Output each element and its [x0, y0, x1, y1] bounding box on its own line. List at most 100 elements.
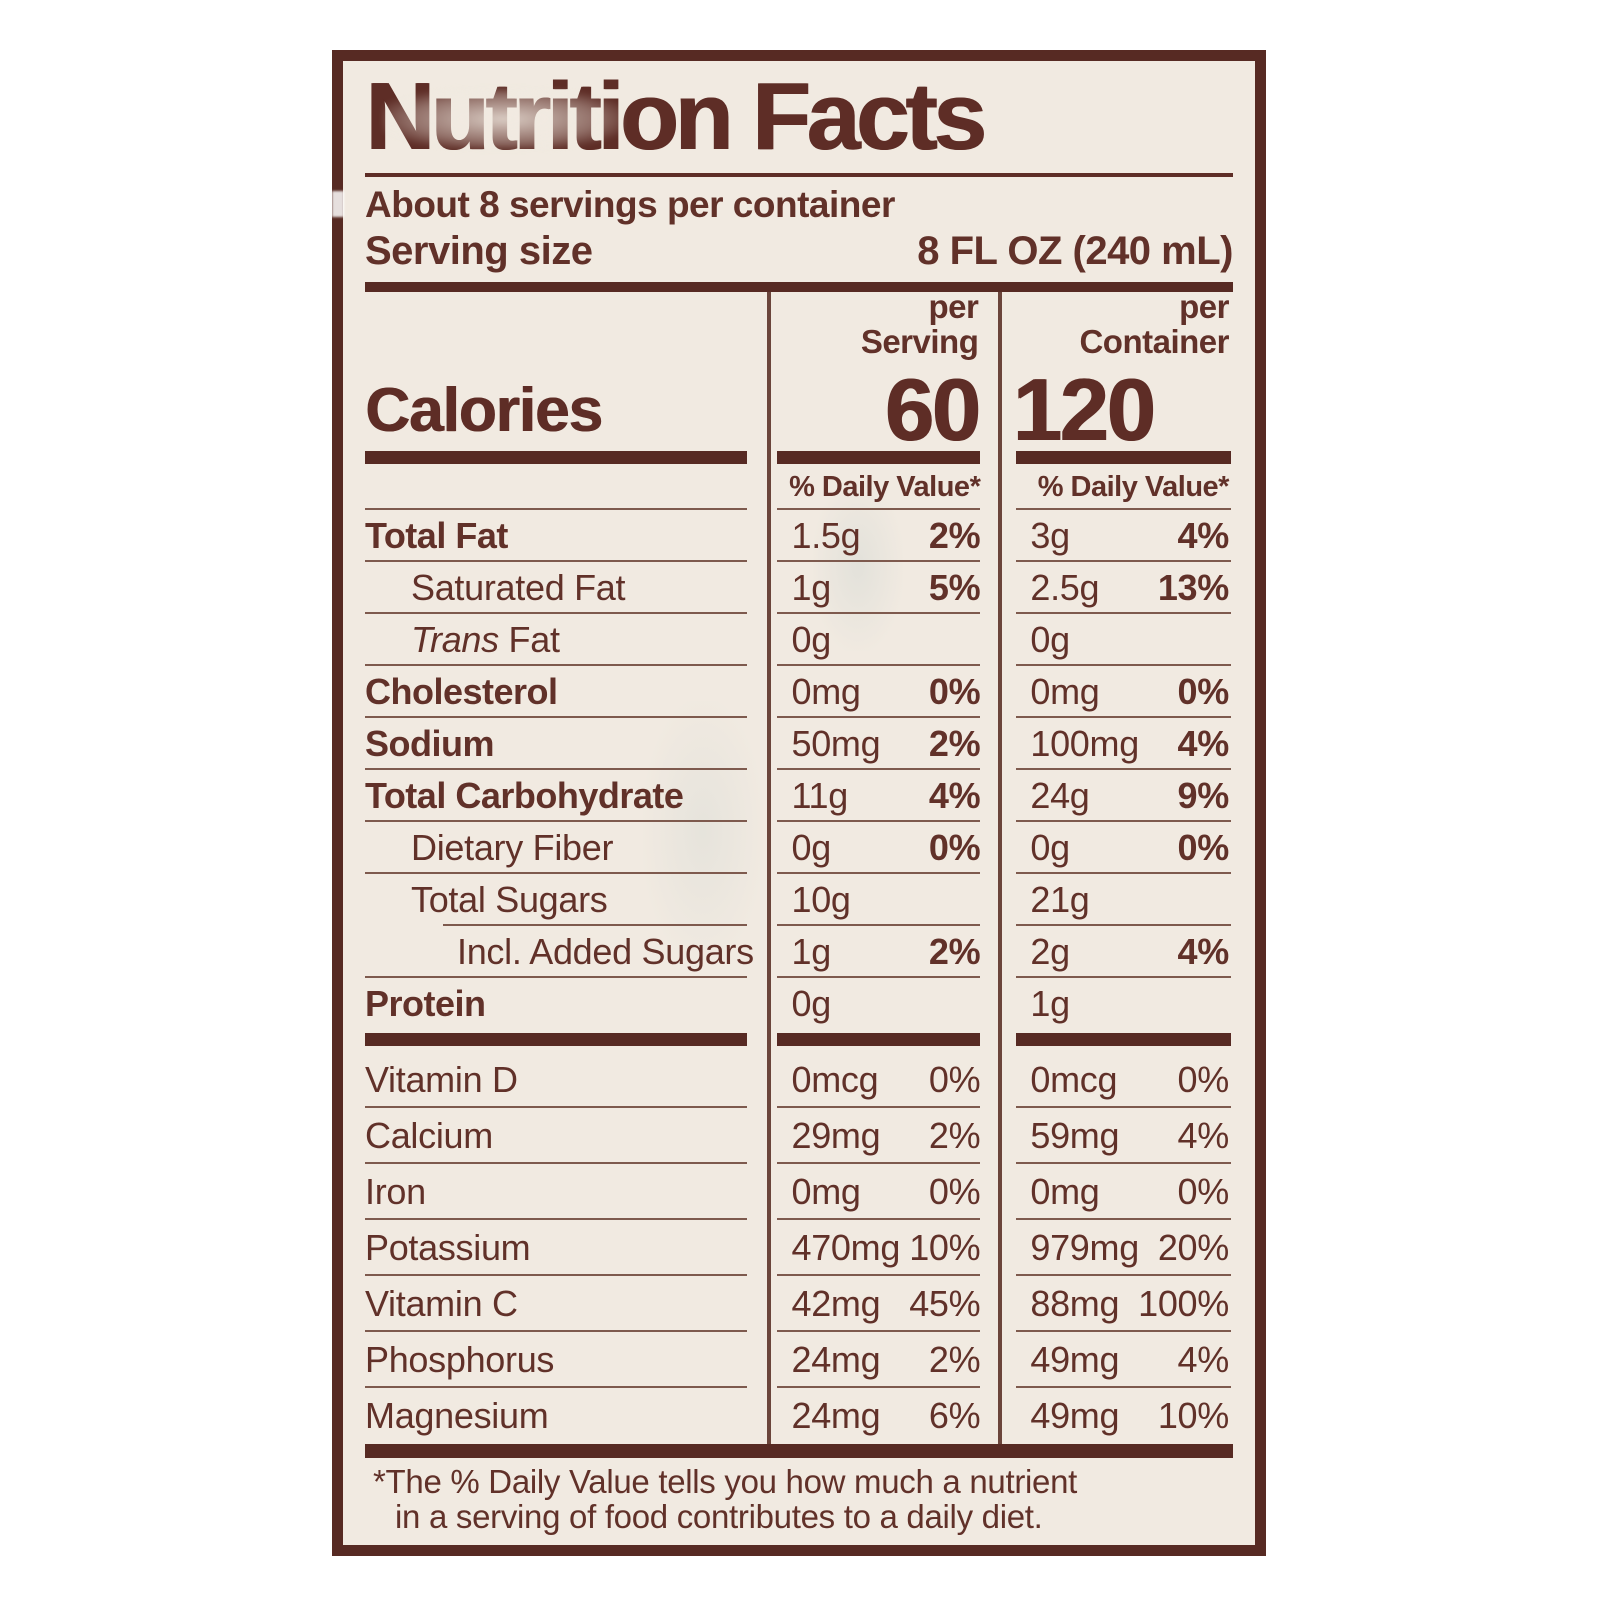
amount-value: 100mg — [1030, 723, 1139, 764]
daily-value-percent: 4% — [1177, 515, 1230, 556]
daily-value-percent: 2% — [928, 1115, 981, 1156]
daily-value-percent: 45% — [909, 1283, 981, 1324]
daily-value-percent: 4% — [928, 775, 981, 816]
nutrient-name: Protein — [365, 983, 486, 1024]
serving-value-cell: 470mg 10% — [769, 1220, 1000, 1276]
amount-value: 1.5g — [791, 515, 861, 556]
per-container-line2: Container — [1079, 323, 1229, 361]
calories-per-serving: 60 — [884, 360, 980, 460]
nutrient-name: Calcium — [365, 1115, 493, 1156]
container-value-cell: 21g — [1000, 874, 1233, 926]
nutrient-name-cell: Cholesterol — [365, 666, 769, 718]
per-container-line1: per — [1179, 288, 1229, 326]
calories-label: Calories — [365, 376, 603, 445]
nutrient-name-cell: Total Sugars — [365, 874, 769, 926]
daily-value-percent: 4% — [1177, 1115, 1230, 1156]
amount-value: 24mg — [791, 1339, 881, 1380]
daily-value-header-container: % Daily Value* — [1000, 466, 1233, 510]
daily-value-percent: 0% — [1177, 827, 1230, 868]
nutrition-table: per Serving per Container Calories 60 12… — [365, 289, 1233, 1444]
scuff-mark — [332, 191, 344, 217]
daily-value-percent: 2% — [928, 723, 981, 764]
serving-value-cell: 1.5g 2% — [769, 510, 1000, 562]
serving-value-cell: 0g 0% — [769, 822, 1000, 874]
nutrient-name: Vitamin C — [365, 1283, 518, 1324]
nutrient-name-cell: Calcium — [365, 1108, 769, 1164]
amount-value: 0mg — [1030, 671, 1100, 712]
header-thick-bar — [365, 282, 1233, 292]
amount-value: 24g — [1030, 775, 1090, 816]
column-divider — [767, 292, 772, 1444]
nutrient-name-cell: Vitamin D — [365, 1052, 769, 1108]
daily-value-percent: 5% — [928, 567, 981, 608]
daily-value-percent: 100% — [1138, 1283, 1229, 1324]
nutrient-name: Total Sugars — [411, 879, 608, 920]
daily-value-percent: 20% — [1157, 1227, 1229, 1268]
serving-value-cell: 24mg 2% — [769, 1332, 1000, 1388]
serving-value-cell: 42mg 45% — [769, 1276, 1000, 1332]
amount-value: 10g — [791, 879, 851, 920]
amount-value: 49mg — [1030, 1395, 1120, 1436]
amount-value: 2g — [1030, 931, 1070, 972]
serving-value-cell: 0mcg 0% — [769, 1052, 1000, 1108]
amount-value: 979mg — [1030, 1227, 1139, 1268]
amount-value: 1g — [791, 931, 831, 972]
nutrient-name-cell: Total Fat — [365, 510, 769, 562]
container-value-cell: 88mg 100% — [1000, 1276, 1233, 1332]
daily-value-percent: 4% — [1177, 723, 1230, 764]
daily-value-percent: 2% — [928, 931, 981, 972]
nutrient-name: Iron — [365, 1171, 426, 1212]
serving-value-cell: 29mg 2% — [769, 1108, 1000, 1164]
calories-per-container: 120 — [1012, 360, 1155, 460]
container-value-cell: 1g — [1000, 978, 1233, 1030]
amount-value: 3g — [1030, 515, 1070, 556]
amount-value: 29mg — [791, 1115, 881, 1156]
nutrient-name: Sodium — [365, 723, 495, 764]
serving-value-cell: 0mg 0% — [769, 666, 1000, 718]
daily-value-percent: 0% — [928, 1171, 981, 1212]
footnote-line1: *The % Daily Value tells you how much a … — [373, 1463, 1078, 1500]
serving-value-cell: 11g 4% — [769, 770, 1000, 822]
container-value-cell: 2g 4% — [1000, 926, 1233, 978]
amount-value: 49mg — [1030, 1339, 1120, 1380]
calories-bar-segment — [1000, 448, 1233, 466]
daily-value-percent: 10% — [909, 1227, 981, 1268]
nutrient-name: Total Carbohydrate — [365, 775, 684, 816]
amount-value: 1g — [791, 567, 831, 608]
nutrient-name-cell: Trans Fat — [365, 614, 769, 666]
column-divider — [998, 292, 1003, 1444]
label-title: Nutrition Facts — [365, 63, 986, 170]
container-value-cell: 49mg 10% — [1000, 1388, 1233, 1444]
container-value-cell: 2.5g 13% — [1000, 562, 1233, 614]
amount-value: 0mcg — [791, 1059, 879, 1100]
amount-value: 0mg — [791, 671, 861, 712]
amount-value: 0g — [1030, 827, 1070, 868]
daily-value-header-serving: % Daily Value* — [769, 466, 1000, 510]
footer-thick-bar — [365, 1444, 1233, 1458]
amount-value: 11g — [791, 775, 848, 816]
nutrient-name: Cholesterol — [365, 671, 558, 712]
daily-value-percent: 2% — [928, 1339, 981, 1380]
nutrient-name-cell: Protein — [365, 978, 769, 1030]
amount-value: 42mg — [791, 1283, 881, 1324]
per-serving-line1: per — [928, 288, 979, 326]
amount-value: 0g — [1030, 619, 1070, 660]
container-value-cell: 24g 9% — [1000, 770, 1233, 822]
amount-value: 50mg — [791, 723, 881, 764]
footnote-line2: in a serving of food contributes to a da… — [395, 1498, 1043, 1536]
nutrient-name-cell: Sodium — [365, 718, 769, 770]
nutrient-name-cell: Potassium — [365, 1220, 769, 1276]
serving-value-cell: 24mg 6% — [769, 1388, 1000, 1444]
nutrient-name: Magnesium — [365, 1395, 549, 1436]
nutrient-name-cell: Dietary Fiber — [365, 822, 769, 874]
nutrient-name: Vitamin D — [365, 1059, 518, 1100]
serving-value-cell: 10g — [769, 874, 1000, 926]
nutrient-name-cell: Phosphorus — [365, 1332, 769, 1388]
container-value-cell: 100mg 4% — [1000, 718, 1233, 770]
container-value-cell: 0mcg 0% — [1000, 1052, 1233, 1108]
nutrient-name: Phosphorus — [365, 1339, 555, 1380]
daily-value-percent: 0% — [928, 827, 981, 868]
nutrient-name: Dietary Fiber — [411, 827, 614, 868]
daily-value-footnote: *The % Daily Value tells you how much a … — [365, 1464, 1233, 1535]
container-value-cell: 0g 0% — [1000, 822, 1233, 874]
